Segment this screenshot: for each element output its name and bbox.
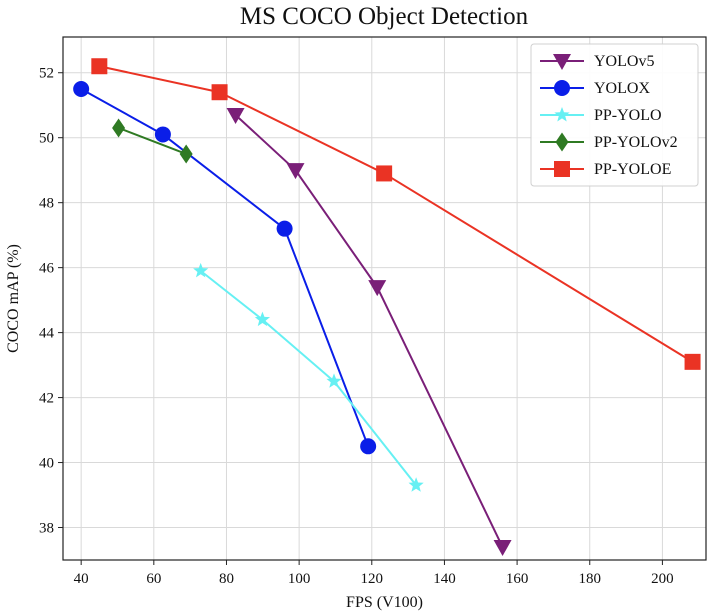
- series-line-pp-yoloe: [98, 65, 694, 363]
- y-tick-label: 52: [39, 66, 54, 82]
- data-point-yolox: [360, 438, 377, 455]
- series-line-pp-yolov2: [117, 126, 188, 155]
- data-point-pp-yoloe: [684, 353, 701, 370]
- data-point-pp-yolo: [193, 262, 209, 278]
- legend-item-yolov5: YOLOv5: [540, 53, 654, 70]
- x-tick-label: 80: [219, 571, 234, 587]
- y-tick-label: 46: [39, 261, 55, 277]
- data-point-pp-yolov2: [179, 144, 193, 164]
- legend-marker-yolox: [554, 80, 570, 96]
- y-tick-label: 40: [39, 456, 54, 472]
- x-tick-label: 160: [506, 571, 529, 587]
- legend-marker-pp-yolov2: [555, 132, 569, 152]
- data-point-yolox: [73, 80, 90, 97]
- series-pp-yolov2: [112, 118, 193, 164]
- legend-marker-yolov5: [553, 54, 571, 70]
- series-line-yolov5: [234, 113, 504, 549]
- x-tick-label: 140: [433, 571, 456, 587]
- y-tick-label: 48: [39, 196, 54, 212]
- legend-item-pp-yoloe: PP-YOLOE: [540, 161, 671, 178]
- data-point-pp-yoloe: [376, 165, 393, 182]
- y-tick-label: 38: [39, 521, 54, 537]
- legend-label-yolox: YOLOX: [594, 80, 650, 97]
- x-tick-label: 200: [651, 571, 674, 587]
- x-tick-label: 60: [146, 571, 161, 587]
- plot-frame: [62, 36, 707, 561]
- data-point-pp-yoloe: [211, 84, 228, 101]
- legend-marker-pp-yoloe: [554, 161, 570, 177]
- data-point-yolov5: [226, 107, 245, 124]
- series-yolov5: [226, 107, 512, 557]
- x-axis-ticks: 40 60 80 100 120 140 160 180 200: [74, 560, 674, 587]
- series-line-pp-yolo: [199, 269, 418, 487]
- y-tick-label: 44: [39, 326, 55, 342]
- x-tick-label: 120: [361, 571, 384, 587]
- series-line-yolox: [80, 87, 370, 448]
- legend-label-pp-yoloe: PP-YOLOE: [594, 161, 671, 178]
- data-point-yolov5: [286, 163, 305, 180]
- data-point-pp-yolo: [254, 311, 271, 327]
- x-tick-label: 100: [288, 571, 311, 587]
- x-axis-label: FPS (V100): [346, 594, 423, 611]
- data-point-yolov5: [368, 280, 387, 297]
- legend-label-pp-yolo: PP-YOLO: [594, 107, 662, 124]
- legend-item-pp-yolo: PP-YOLO: [540, 107, 662, 124]
- series-pp-yoloe: [91, 58, 701, 370]
- chart-title: MS COCO Object Detection: [240, 3, 529, 30]
- legend: YOLOv5 YOLOX PP-YOLO PP-YOLOv2 PP-YOLOE: [530, 43, 699, 187]
- y-axis-label: COCO mAP (%): [5, 244, 22, 353]
- data-point-pp-yolo: [326, 373, 342, 388]
- legend-label-yolov5: YOLOv5: [594, 53, 654, 70]
- data-point-yolox: [276, 220, 293, 237]
- series-pp-yolo: [193, 262, 424, 492]
- data-point-pp-yolov2: [112, 118, 126, 138]
- x-tick-label: 180: [579, 571, 602, 587]
- legend-label-pp-yolov2: PP-YOLOv2: [594, 134, 678, 151]
- series-yolox: [73, 80, 377, 455]
- y-tick-label: 42: [39, 391, 54, 407]
- y-tick-label: 50: [39, 131, 54, 147]
- legend-box: [530, 43, 699, 187]
- data-point-yolox: [154, 126, 171, 143]
- data-point-yolov5: [493, 540, 512, 557]
- legend-item-yolox: YOLOX: [540, 80, 650, 97]
- legend-marker-pp-yolo: [554, 107, 570, 122]
- legend-item-pp-yolov2: PP-YOLOv2: [540, 132, 678, 152]
- y-axis-ticks: 38 40 42 44 46 48 50 52: [39, 66, 63, 537]
- x-tick-label: 40: [74, 571, 89, 587]
- data-point-pp-yolo: [408, 477, 424, 492]
- data-point-pp-yoloe: [91, 58, 108, 75]
